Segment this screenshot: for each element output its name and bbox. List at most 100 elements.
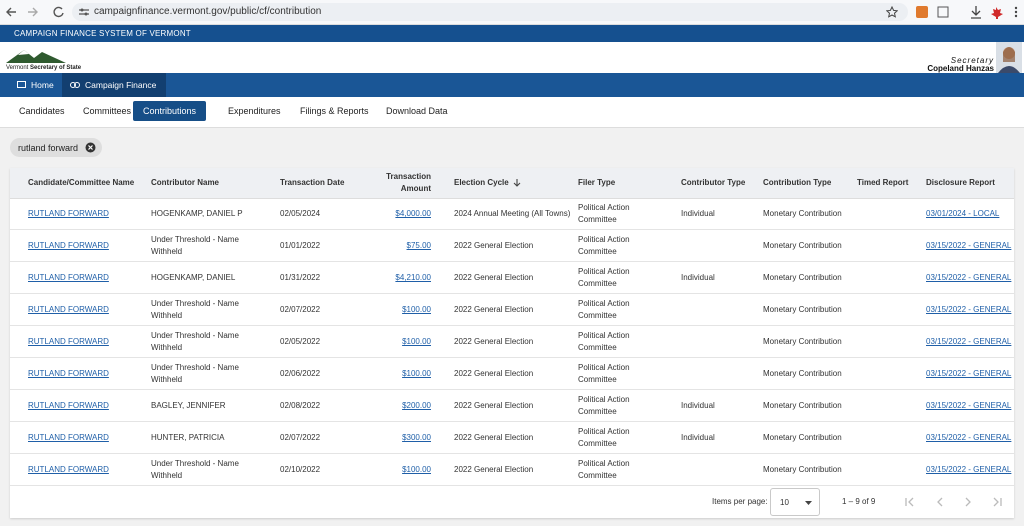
cell-link[interactable]: RUTLAND FORWARD xyxy=(28,305,109,314)
cell-link[interactable]: 03/15/2022 - GENERAL xyxy=(926,241,1012,250)
menu-dot[interactable] xyxy=(1014,6,1018,10)
site-banner: CAMPAIGN FINANCE SYSTEM OF VERMONT xyxy=(0,25,1024,42)
official-portrait xyxy=(996,42,1022,73)
site-header: Vermont Secretary of State Secretary Cop… xyxy=(0,42,1024,73)
cell-link[interactable]: 03/15/2022 - GENERAL xyxy=(926,401,1012,410)
column-header[interactable]: Transaction Amount xyxy=(365,168,431,198)
filter-chip[interactable]: rutland forward xyxy=(10,138,103,157)
page-size-select[interactable]: 10 xyxy=(770,488,820,516)
last-page-button[interactable] xyxy=(993,497,1002,507)
table-cell: 01/01/2022 xyxy=(280,230,360,262)
cell-link[interactable]: $300.00 xyxy=(402,433,431,442)
column-header[interactable]: Contributor Type xyxy=(681,168,753,198)
table-cell: 2022 General Election xyxy=(454,262,572,294)
table-cell xyxy=(857,262,915,294)
back-icon[interactable] xyxy=(6,7,16,17)
cell-text: Political Action Committee xyxy=(578,267,630,288)
forward-icon[interactable] xyxy=(28,7,38,17)
table-cell: Political Action Committee xyxy=(578,230,670,262)
cell-link[interactable]: $100.00 xyxy=(402,337,431,346)
cell-link[interactable]: RUTLAND FORWARD xyxy=(28,273,109,282)
bookmark-icon[interactable] xyxy=(886,6,898,18)
tab[interactable]: Candidates xyxy=(19,106,65,116)
cell-link[interactable]: RUTLAND FORWARD xyxy=(28,337,109,346)
cell-link[interactable]: $200.00 xyxy=(402,401,431,410)
table-cell: RUTLAND FORWARD xyxy=(28,358,143,390)
cell-link[interactable]: RUTLAND FORWARD xyxy=(28,369,109,378)
table-cell: Political Action Committee xyxy=(578,422,670,454)
cell-link[interactable]: 03/15/2022 - GENERAL xyxy=(926,273,1012,282)
cell-link[interactable]: $100.00 xyxy=(402,369,431,378)
extensions-icon[interactable] xyxy=(937,6,949,18)
site-info-icon[interactable] xyxy=(78,7,90,17)
cell-text: 2024 Annual Meeting (All Towns) xyxy=(454,209,571,218)
table-cell: $300.00 xyxy=(365,422,431,454)
table-cell: 02/05/2024 xyxy=(280,198,360,230)
column-header[interactable]: Contribution Type xyxy=(763,168,849,198)
tab[interactable]: Committees xyxy=(83,106,132,116)
cell-text: Individual xyxy=(681,273,715,282)
table-cell: Political Action Committee xyxy=(578,262,670,294)
tab[interactable]: Download Data xyxy=(386,106,448,116)
cell-text: 2022 General Election xyxy=(454,433,534,442)
extension-icon[interactable] xyxy=(916,6,928,18)
table-cell: 02/08/2022 xyxy=(280,390,360,422)
cell-link[interactable]: RUTLAND FORWARD xyxy=(28,209,109,218)
column-header[interactable]: Election Cycle xyxy=(454,168,572,198)
menu-dot[interactable] xyxy=(1014,14,1018,18)
logo-line2: Secretary of State xyxy=(30,65,82,71)
cell-link[interactable]: 03/15/2022 - GENERAL xyxy=(926,465,1012,474)
table-cell: Individual xyxy=(681,390,753,422)
header-label: Timed Report xyxy=(857,178,909,187)
cell-link[interactable]: $100.00 xyxy=(402,465,431,474)
cell-text: 02/05/2024 xyxy=(280,209,321,218)
reload-icon[interactable] xyxy=(53,6,64,18)
table-cell: Monetary Contribution xyxy=(763,230,849,262)
table-cell xyxy=(681,358,753,390)
tab[interactable]: Filings & Reports xyxy=(300,106,369,116)
profile-icon[interactable] xyxy=(991,7,1003,19)
address-bar[interactable]: campaignfinance.vermont.gov/public/cf/co… xyxy=(72,3,908,21)
chip-remove-icon[interactable] xyxy=(85,142,96,153)
tab[interactable]: Expenditures xyxy=(228,106,281,116)
browser-nav-icons xyxy=(6,6,64,18)
cell-link[interactable]: 03/15/2022 - GENERAL xyxy=(926,337,1012,346)
table-cell: Individual xyxy=(681,198,753,230)
column-header[interactable]: Filer Type xyxy=(578,168,670,198)
prev-page-button[interactable] xyxy=(937,497,943,507)
column-header[interactable]: Candidate/Committee Name xyxy=(28,168,143,198)
column-header[interactable]: Timed Report xyxy=(857,168,915,198)
column-header[interactable]: Transaction Date xyxy=(280,168,360,198)
cell-text: Monetary Contribution xyxy=(763,241,842,250)
column-header[interactable]: Disclosure Report xyxy=(926,168,1012,198)
table-cell xyxy=(857,390,915,422)
cell-link[interactable]: RUTLAND FORWARD xyxy=(28,401,109,410)
menu-dot[interactable] xyxy=(1014,10,1018,14)
table-cell: HOGENKAMP, DANIEL xyxy=(151,262,271,294)
nav-home[interactable]: Home xyxy=(10,73,61,97)
cell-link[interactable]: $75.00 xyxy=(406,241,431,250)
table-cell: 2022 General Election xyxy=(454,390,572,422)
logo-mountains[interactable] xyxy=(6,46,66,64)
column-header[interactable]: Contributor Name xyxy=(151,168,271,198)
cell-link[interactable]: $100.00 xyxy=(402,305,431,314)
cell-link[interactable]: 03/01/2024 - LOCAL xyxy=(926,209,1000,218)
nav-campaign-finance[interactable]: Campaign Finance xyxy=(62,73,167,97)
official-title: Secretary xyxy=(950,56,994,65)
cell-link[interactable]: $4,210.00 xyxy=(395,273,431,282)
logo-text[interactable]: Vermont Secretary of State xyxy=(6,65,81,71)
cell-link[interactable]: RUTLAND FORWARD xyxy=(28,465,109,474)
cell-link[interactable]: $4,000.00 xyxy=(395,209,431,218)
download-icon[interactable] xyxy=(971,6,981,19)
cell-link[interactable]: RUTLAND FORWARD xyxy=(28,241,109,250)
cell-link[interactable]: 03/15/2022 - GENERAL xyxy=(926,369,1012,378)
first-page-button[interactable] xyxy=(905,497,914,507)
next-page-button[interactable] xyxy=(965,497,971,507)
tab[interactable]: Contributions xyxy=(133,101,207,121)
cell-text: Individual xyxy=(681,401,715,410)
cell-link[interactable]: 03/15/2022 - GENERAL xyxy=(926,305,1012,314)
cell-link[interactable]: RUTLAND FORWARD xyxy=(28,433,109,442)
page-nav-buttons xyxy=(905,497,1002,507)
cell-link[interactable]: 03/15/2022 - GENERAL xyxy=(926,433,1012,442)
table-cell: RUTLAND FORWARD xyxy=(28,198,143,230)
